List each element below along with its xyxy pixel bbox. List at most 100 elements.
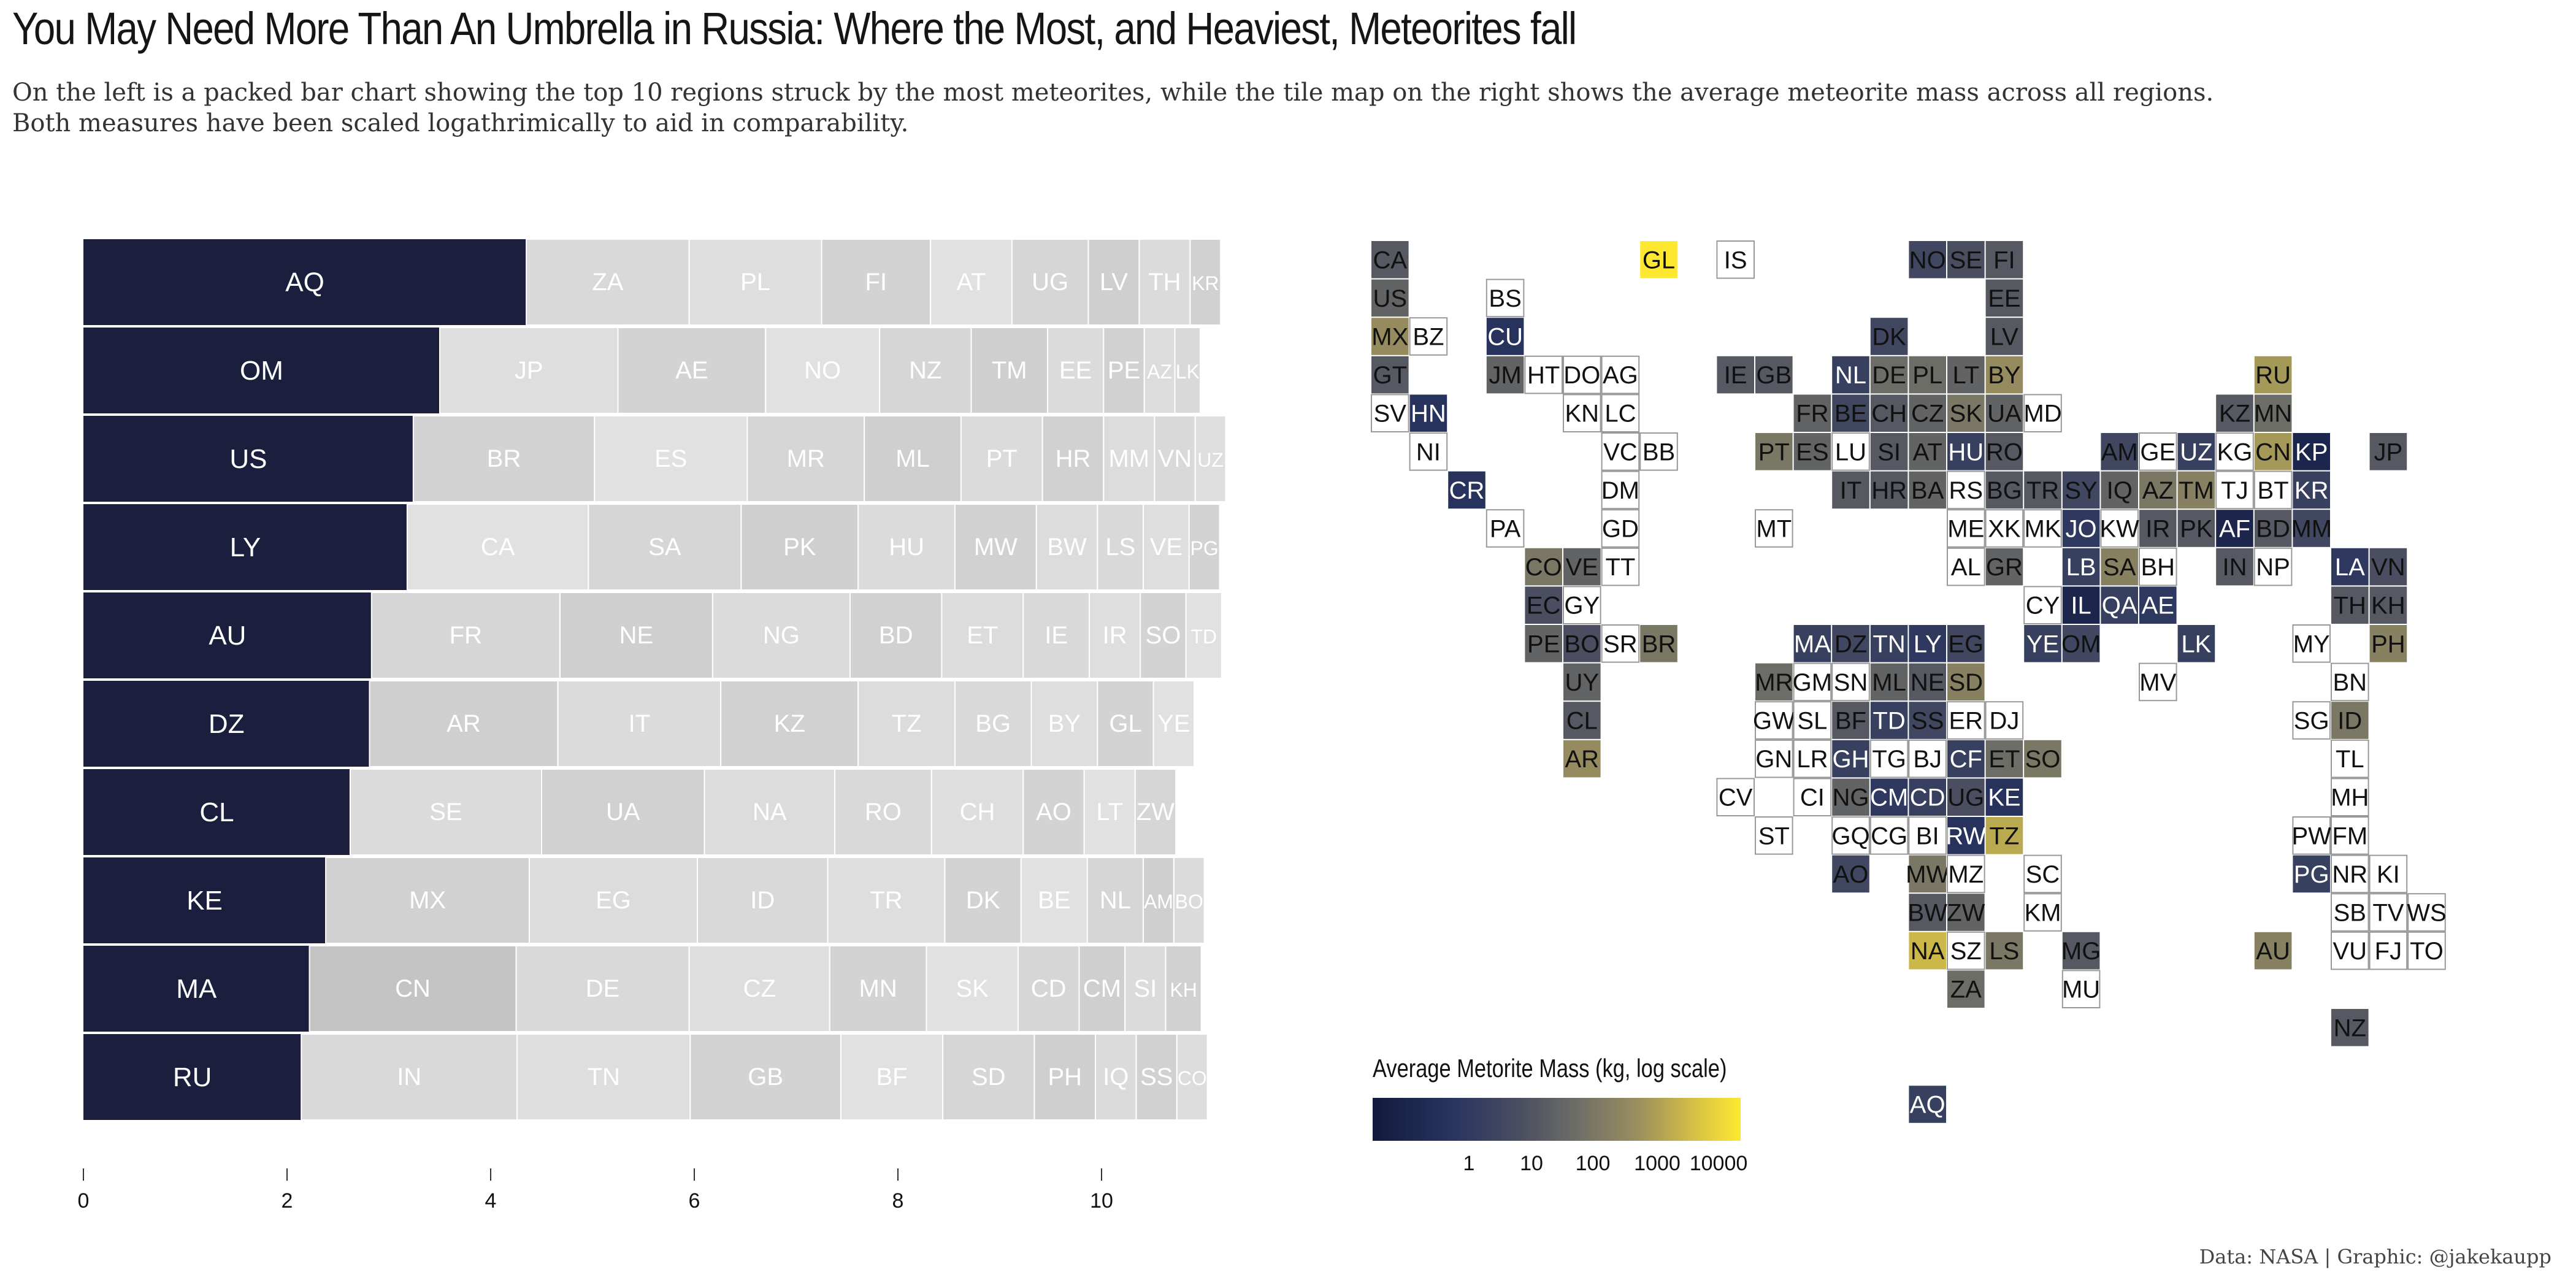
tile-fill [2215,432,2254,471]
filler-bar-si [1124,945,1167,1032]
tile-fill [1755,816,1793,855]
legend-title: Average Metorite Mass (kg, log scale) [1373,1054,1727,1083]
tile-fill [1563,355,1601,394]
tile-fill [1525,625,1562,662]
tile-label: WS [2407,900,2446,927]
tile-label: IT [1840,477,1862,504]
tile-de: DE [1870,356,1908,394]
tile-es: ES [1793,433,1831,470]
tile-label: MD [2023,401,2061,427]
tile-label: TT [1605,554,1635,581]
tile-fill [1947,663,1985,701]
tile-label: MZ [1948,861,1984,888]
filler-bar-td [1185,592,1222,679]
tile-fill [2024,625,2061,662]
tile-bo: BO [1563,625,1601,662]
filler-bar-lk [1174,327,1202,414]
tile-gy: GY [1563,586,1601,625]
tile-fill [1870,778,1908,816]
tile-ao: AO [1832,855,1869,893]
filler-bar-label: NO [804,357,841,384]
filler-bar-label: ZW [1137,799,1175,826]
tile-label: MG [2061,938,2101,965]
tile-eg: EG [1947,625,1985,662]
tile-fill [2331,931,2369,970]
tile-label: VE [1566,554,1598,581]
tile-mz: MZ [1947,854,1985,894]
tile-fill [2139,432,2177,471]
tile-label: CA [1373,247,1408,274]
bar-label: AQ [285,267,324,297]
tile-label: SO [2025,746,2061,773]
tile-ve: VE [1563,548,1601,586]
tile-dk: DK [1870,318,1908,355]
tile-label: EC [1527,592,1561,619]
tile-label: BA [1911,477,1944,504]
tile-si: SI [1870,433,1908,470]
tile-fi: FI [1985,241,2023,278]
tile-fill [1832,740,1869,778]
tile-label: QA [2102,592,2137,619]
tile-fill [2023,394,2062,433]
filler-bar-by [1030,680,1098,767]
tile-th: TH [2331,586,2369,624]
tile-label: TH [2334,592,2366,619]
filler-bar-jp [439,327,619,414]
filler-bar-za [526,239,690,326]
tile-label: RO [1986,439,2023,466]
tile-label: AQ [1910,1092,1945,1119]
tile-label: AR [1565,746,1600,773]
filler-bar-label: NA [753,799,787,826]
tile-label: PW [2291,822,2331,849]
filler-bar-label: SO [1146,622,1181,649]
tile-fill [2369,625,2407,662]
tile-label: MV [2139,669,2176,696]
tile-ye: YE [2024,625,2061,662]
tile-label: DJ [1989,708,2019,735]
tile-dm: DM [1601,470,1640,510]
tile-fill [2254,433,2292,470]
tile-label: CU [1487,324,1523,351]
tile-label: YE [2026,631,2059,657]
tile-ly: LY [1909,625,1946,662]
tile-fill [2023,893,2062,932]
tile-label: VN [2371,554,2405,581]
filler-bar-pk [740,504,859,591]
tile-fill [1870,625,1908,662]
tile-label: ME [1947,516,1984,543]
tile-label: SZ [1950,938,1982,965]
tile-label: ET [1988,746,2020,773]
tile-fill [2216,394,2253,432]
tile-label: AU [2256,938,2290,965]
tile-rw: RW [1945,817,1987,854]
tile-er: ER [1947,701,1985,740]
filler-bar-label: KR [1192,272,1219,294]
tile-label: NE [1911,669,1945,696]
tile-fill [1409,394,1447,432]
tile-label: DE [1872,362,1906,389]
tile-fill [1371,318,1409,355]
tile-aq: AQ [1909,1086,1946,1123]
tile-label: IS [1724,247,1747,274]
tile-lt: LT [1947,356,1985,394]
tile-fill [2062,586,2100,624]
tile-lb: LB [2062,548,2100,586]
tile-fill [2292,701,2331,740]
tile-kp: KP [2293,433,2330,470]
legend-tick-label: 10000 [1689,1152,1748,1175]
tile-fill [1985,509,2024,548]
tile-sn: SN [1831,662,1870,702]
filler-bar-label: IR [1103,622,1127,649]
tile-fill [1947,470,1985,510]
filler-bar-cn [309,945,517,1032]
filler-bar-label: SA [648,534,681,561]
filler-bar-pt [960,415,1043,502]
tile-label: TD [1873,708,1905,735]
tile-cu: CU [1486,318,1524,355]
tile-ug: UG [1947,778,1985,816]
filler-bar-bd [849,592,943,679]
bar-au [83,592,372,678]
tile-label: MH [2331,784,2369,811]
bar-ly [83,504,407,590]
filler-bar-label: IT [629,710,651,737]
